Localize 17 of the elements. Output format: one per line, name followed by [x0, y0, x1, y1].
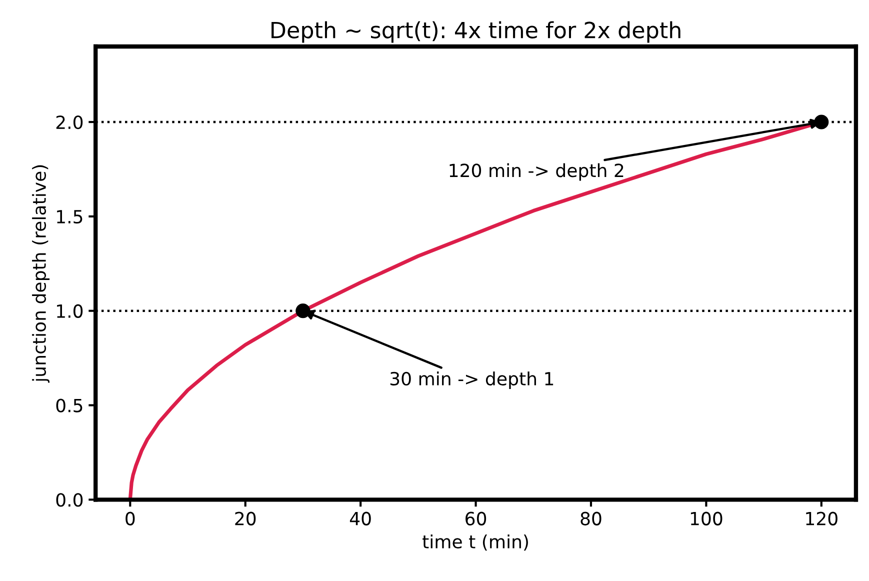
y-tick-label: 0.0 [56, 493, 83, 507]
x-tick-label: 120 [806, 512, 838, 526]
chart-title: Depth ~ sqrt(t): 4x time for 2x depth [272, 21, 680, 43]
y-axis-title: junction depth (relative) [32, 165, 50, 383]
y-tick-label: 2.0 [56, 115, 83, 130]
x-tick-label: 60 [466, 512, 486, 526]
annotation: 120 min -> depth 2 [450, 163, 624, 181]
y-tick-label: 1.0 [57, 304, 83, 318]
y-tick-label: 0.5 [56, 398, 82, 412]
x-tick-label: 40 [350, 512, 371, 526]
x-tick-label: 0 [126, 512, 135, 526]
x-axis-title: time t (min) [422, 534, 528, 551]
x-tick-label: 100 [690, 512, 722, 526]
x-tick-label: 80 [580, 512, 602, 526]
y-tick-label: 1.5 [57, 210, 82, 224]
annotation: 30 min -> depth 1 [390, 372, 554, 390]
x-tick-label: 20 [235, 512, 256, 526]
